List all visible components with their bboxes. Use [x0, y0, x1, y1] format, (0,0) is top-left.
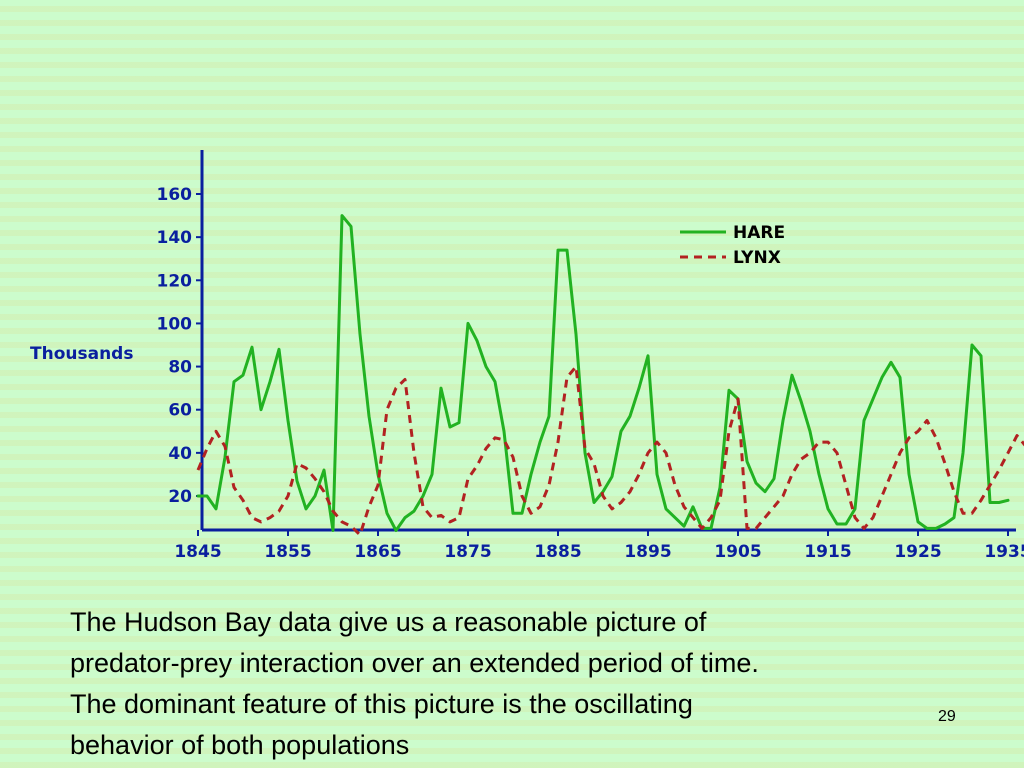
- y-tick-label: 40: [168, 444, 192, 464]
- slide-number: 29: [938, 708, 956, 725]
- legend: HARE LYNX: [680, 223, 785, 268]
- caption-line-4: behavior of both populations: [70, 730, 410, 760]
- x-tick-label: 1895: [624, 542, 671, 562]
- x-tick-label: 1915: [804, 542, 851, 562]
- caption-line-1: The Hudson Bay data give us a reasonable…: [70, 607, 707, 637]
- x-tick-label: 1855: [264, 542, 311, 562]
- x-tick-label: 1845: [174, 542, 221, 562]
- y-tick-label: 80: [168, 358, 192, 378]
- legend-label-lynx: LYNX: [733, 248, 781, 268]
- y-tick-label: 120: [157, 271, 193, 291]
- x-tick-label: 1925: [894, 542, 941, 562]
- x-tick-label: 1875: [444, 542, 491, 562]
- y-tick-label: 100: [157, 314, 193, 334]
- caption-line-2: predator-prey interaction over an extend…: [70, 648, 759, 678]
- y-tick-label: 60: [168, 401, 192, 421]
- y-tick-label: 20: [168, 487, 192, 507]
- chart: 20 40 60 80 100 120 140 160 1845 1855 1865 1875 1885…: [30, 150, 1024, 562]
- series-layer: [196, 214, 1024, 537]
- y-axis-label: Thousands: [30, 344, 133, 364]
- y-tick-label: 160: [157, 185, 193, 205]
- series-line-hare: [196, 214, 1010, 532]
- axes: 20 40 60 80 100 120 140 160 1845 1855 1865 1875 1885…: [157, 150, 1024, 562]
- x-tick-label: 1935: [984, 542, 1024, 562]
- x-tick-label: 1865: [354, 542, 401, 562]
- x-tick-label: 1905: [714, 542, 761, 562]
- series-line-lynx: [196, 365, 1024, 537]
- x-tick-label: 1885: [534, 542, 581, 562]
- legend-label-hare: HARE: [733, 223, 785, 243]
- caption: The Hudson Bay data give us a reasonable…: [70, 602, 970, 766]
- caption-line-3: The dominant feature of this picture is …: [70, 689, 693, 719]
- y-tick-label: 140: [157, 228, 193, 248]
